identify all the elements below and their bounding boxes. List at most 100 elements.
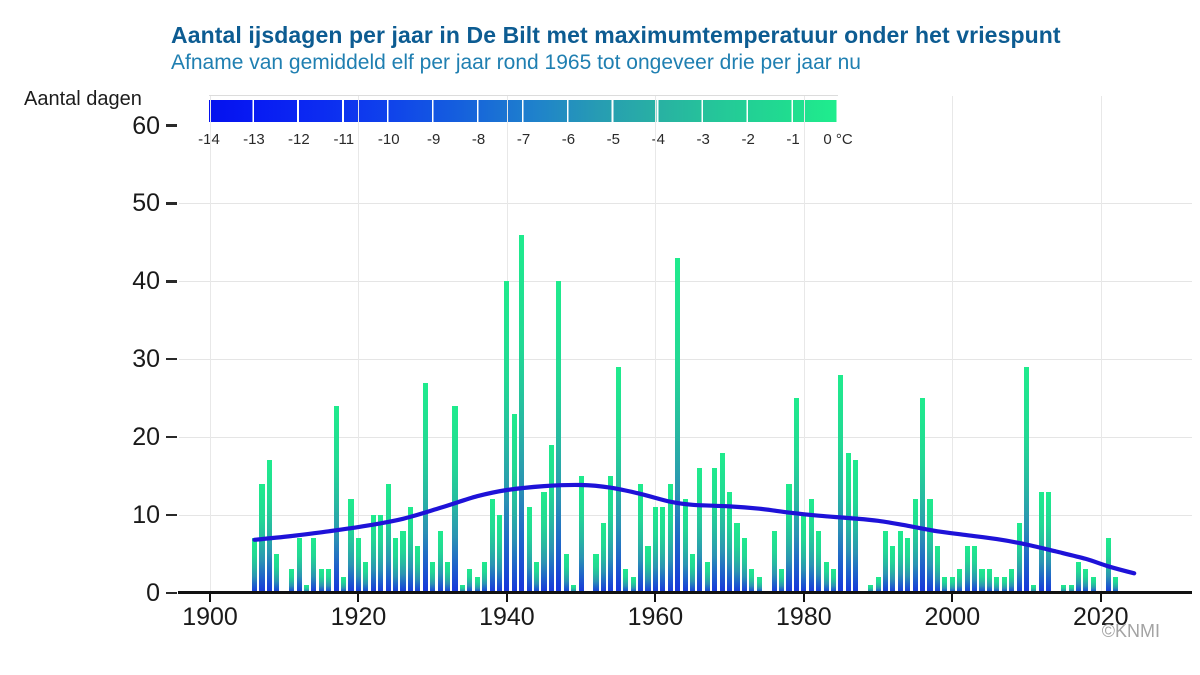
copyright-knmi: ©KNMI: [1101, 621, 1160, 641]
year-bar-1980: [801, 514, 807, 593]
year-bar-1950: [578, 475, 584, 593]
legend-tick-label: -13: [243, 131, 265, 148]
legend-tick-label: -2: [741, 131, 755, 148]
year-bar-1936: [474, 577, 480, 593]
year-bar-2007: [1001, 577, 1007, 593]
temperature-colorbar: [209, 100, 838, 122]
year-bar-1911: [289, 569, 295, 593]
year-bar-2011: [1031, 585, 1037, 593]
year-bar-1953: [600, 522, 606, 593]
year-bar-1922: [370, 514, 376, 593]
year-bar-1918: [341, 577, 347, 593]
year-bar-1969: [719, 452, 725, 593]
y-axis-label: 10: [132, 500, 160, 529]
year-bar-1979: [793, 398, 799, 593]
legend-tick-label: -3: [696, 131, 710, 148]
year-bar-1981: [808, 499, 814, 593]
year-bar-1933: [452, 405, 458, 593]
y-axis-label: 40: [132, 267, 160, 296]
year-bar-1991: [882, 530, 889, 593]
year-bar-2002: [964, 546, 970, 593]
x-axis-tick: [357, 593, 360, 602]
year-bar-1941: [511, 413, 517, 593]
year-bar-1970: [727, 491, 733, 593]
year-bar-1989: [868, 585, 874, 593]
year-bar-1944: [534, 561, 540, 593]
year-bar-1976: [771, 530, 777, 593]
x-axis-label: 1980: [776, 603, 832, 631]
year-bar-1992: [890, 546, 896, 593]
year-bar-1931: [437, 530, 443, 593]
year-bar-2015: [1061, 585, 1067, 593]
year-bar-1914: [311, 538, 317, 593]
legend-tick-label: -7: [516, 131, 531, 148]
y-axis-tick: [166, 357, 177, 361]
legend-tick-label: -6: [561, 131, 576, 148]
y-axis-label: 20: [132, 423, 160, 452]
year-bar-1943: [526, 507, 532, 593]
year-bar-2006: [994, 577, 1000, 593]
year-bar-1909: [274, 553, 280, 593]
x-axis-label: 1920: [330, 603, 387, 631]
horizontal-gridline: [179, 203, 1192, 205]
year-bar-1949: [571, 585, 577, 593]
year-bar-1948: [563, 553, 569, 593]
horizontal-gridline: [179, 437, 1192, 439]
legend-tick-label: -10: [377, 131, 400, 148]
year-bar-1983: [823, 561, 829, 593]
year-bar-2001: [957, 569, 963, 593]
vertical-gridline: [358, 96, 360, 592]
year-bar-2012: [1038, 491, 1044, 593]
year-bar-1906: [251, 538, 258, 593]
x-axis-tick: [802, 593, 805, 602]
year-bar-1987: [853, 460, 859, 593]
y-axis-tick: [166, 435, 177, 439]
year-bar-1993: [897, 530, 903, 593]
legend-tick-label: -4: [651, 131, 665, 148]
year-bar-2021: [1105, 538, 1111, 593]
year-bar-1921: [363, 561, 369, 593]
vertical-gridline: [655, 96, 657, 592]
year-bar-1925: [393, 538, 399, 593]
year-bar-1978: [786, 483, 792, 593]
year-bar-1935: [467, 569, 473, 593]
chart-subtitle: Afname van gemiddeld elf per jaar rond 1…: [171, 51, 861, 74]
y-axis-tick: [166, 202, 177, 205]
x-axis-tick: [1099, 593, 1102, 602]
vertical-gridline: [210, 96, 211, 592]
year-bar-2018: [1083, 569, 1089, 593]
y-axis-tick: [166, 591, 177, 594]
horizontal-gridline: [179, 281, 1192, 283]
year-bar-1932: [444, 561, 451, 593]
year-bar-1961: [660, 507, 666, 593]
year-bar-1939: [496, 514, 503, 593]
year-bar-2022: [1113, 577, 1119, 593]
vertical-gridline: [952, 96, 954, 592]
y-axis-title: Aantal dagen: [24, 88, 142, 110]
year-bar-2016: [1068, 585, 1074, 593]
chart-title: Aantal ijsdagen per jaar in De Bilt met …: [171, 22, 1061, 48]
legend-tick-label: 0 °C: [823, 131, 853, 148]
year-bar-1963: [675, 257, 681, 593]
year-bar-1982: [816, 530, 822, 593]
year-bar-1930: [430, 561, 436, 593]
year-bar-1956: [623, 569, 629, 593]
year-bar-1999: [942, 577, 948, 593]
year-bar-1960: [652, 507, 658, 593]
year-bar-1928: [415, 546, 421, 593]
x-axis-line: [178, 591, 1192, 594]
x-axis-label: 1940: [479, 603, 535, 631]
x-axis-label: 2020: [1072, 603, 1129, 631]
year-bar-1927: [407, 507, 413, 593]
legend-tick-label: -14: [198, 131, 220, 148]
x-axis-label: 1960: [627, 603, 684, 631]
year-bar-1959: [645, 546, 651, 593]
year-bar-2008: [1009, 569, 1015, 593]
year-bar-2003: [972, 546, 978, 593]
x-axis-label: 1900: [182, 603, 238, 631]
year-bar-1962: [667, 483, 673, 593]
year-bar-1995: [912, 499, 918, 593]
year-bar-1997: [927, 499, 933, 593]
x-axis-tick: [505, 593, 508, 602]
year-bar-1934: [459, 585, 465, 593]
